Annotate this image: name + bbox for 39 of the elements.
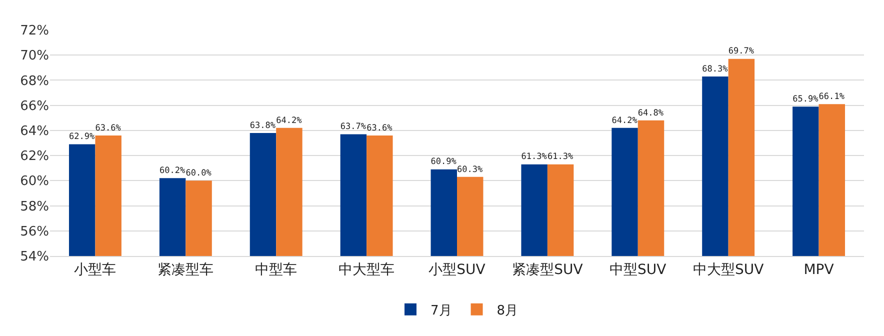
data-label: 63.6% [366, 123, 392, 134]
y-tick-label: 66% [20, 98, 49, 114]
data-label: 64.2% [612, 116, 638, 126]
data-label: 61.3% [521, 152, 547, 162]
data-label: 63.6% [95, 123, 121, 134]
y-tick-label: 54% [20, 250, 49, 265]
x-tick-label: 小型SUV [428, 262, 486, 278]
y-tick-label: 64% [20, 124, 49, 139]
legend-label: 7月 [430, 303, 452, 318]
data-label: 68.3% [702, 64, 728, 74]
data-label: 60.3% [457, 164, 483, 175]
x-tick-label: 中大型SUV [692, 262, 764, 278]
legend-label: 8月 [496, 303, 518, 318]
y-tick-label: 68% [20, 74, 49, 89]
y-tick-label: 60% [20, 174, 49, 190]
data-label: 63.7% [340, 122, 366, 132]
data-label: 62.9% [69, 132, 95, 142]
x-tick-label: 紧凑型车 [158, 262, 214, 278]
x-tick-label: 中大型车 [338, 262, 395, 278]
y-tick-label: 58% [20, 199, 49, 214]
data-label: 66.1% [818, 92, 844, 102]
data-label: 60.2% [159, 166, 186, 176]
data-label: 64.8% [638, 108, 664, 118]
y-tick-label: 62% [20, 149, 49, 164]
data-label: 69.7% [728, 46, 754, 57]
x-tick-label: MPV [804, 262, 834, 278]
y-tick-label: 70% [20, 48, 49, 64]
x-tick-label: 紧凑型SUV [512, 262, 584, 278]
y-tick-label: 72% [20, 24, 49, 39]
data-label: 65.9% [792, 94, 818, 104]
data-label: 60.0% [186, 168, 212, 179]
x-tick-label: 中型车 [255, 262, 298, 278]
data-label: 63.8% [250, 120, 276, 131]
data-label: 61.3% [547, 152, 574, 162]
data-label: 60.9% [430, 157, 456, 168]
y-tick-label: 56% [20, 224, 49, 240]
x-tick-label: 中型SUV [610, 262, 667, 278]
data-label: 64.2% [276, 116, 302, 126]
x-tick-label: 小型车 [74, 262, 116, 278]
